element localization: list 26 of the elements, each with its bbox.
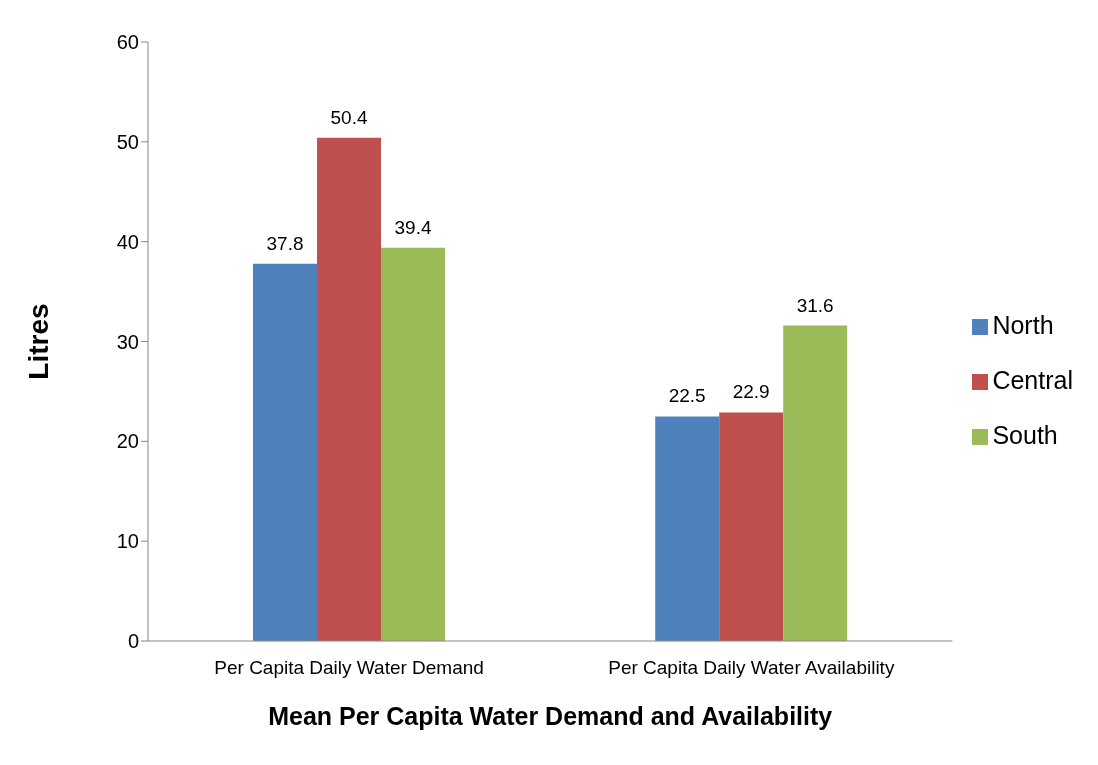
y-tick-label: 10 xyxy=(116,530,139,553)
data-label: 37.8 xyxy=(266,232,304,254)
bar xyxy=(253,263,317,641)
bar xyxy=(783,325,848,641)
y-tick-label: 40 xyxy=(116,230,139,253)
data-label: 22.5 xyxy=(668,385,706,407)
bar xyxy=(719,412,784,641)
y-tick-label: 60 xyxy=(116,31,139,54)
y-axis-title: Litres xyxy=(22,303,54,380)
data-label: 39.4 xyxy=(394,216,432,238)
bar xyxy=(655,416,720,641)
y-tick-label: 20 xyxy=(116,430,139,453)
legend-label: Central xyxy=(992,366,1073,394)
y-tick-label: 50 xyxy=(116,130,139,153)
x-tick-label: Per Capita Daily Water Availability xyxy=(608,657,895,679)
bar xyxy=(381,247,445,641)
y-tick-label: 30 xyxy=(116,330,139,353)
x-tick-label: Per Capita Daily Water Demand xyxy=(214,657,484,679)
legend-label: South xyxy=(992,421,1058,449)
y-tick-label: 0 xyxy=(127,630,139,653)
data-label: 50.4 xyxy=(330,106,368,128)
legend-label: North xyxy=(992,311,1054,339)
data-label: 31.6 xyxy=(796,294,834,316)
data-label: 22.9 xyxy=(732,381,770,403)
x-axis-title: Mean Per Capita Water Demand and Availability xyxy=(268,702,833,730)
bar xyxy=(317,137,381,641)
